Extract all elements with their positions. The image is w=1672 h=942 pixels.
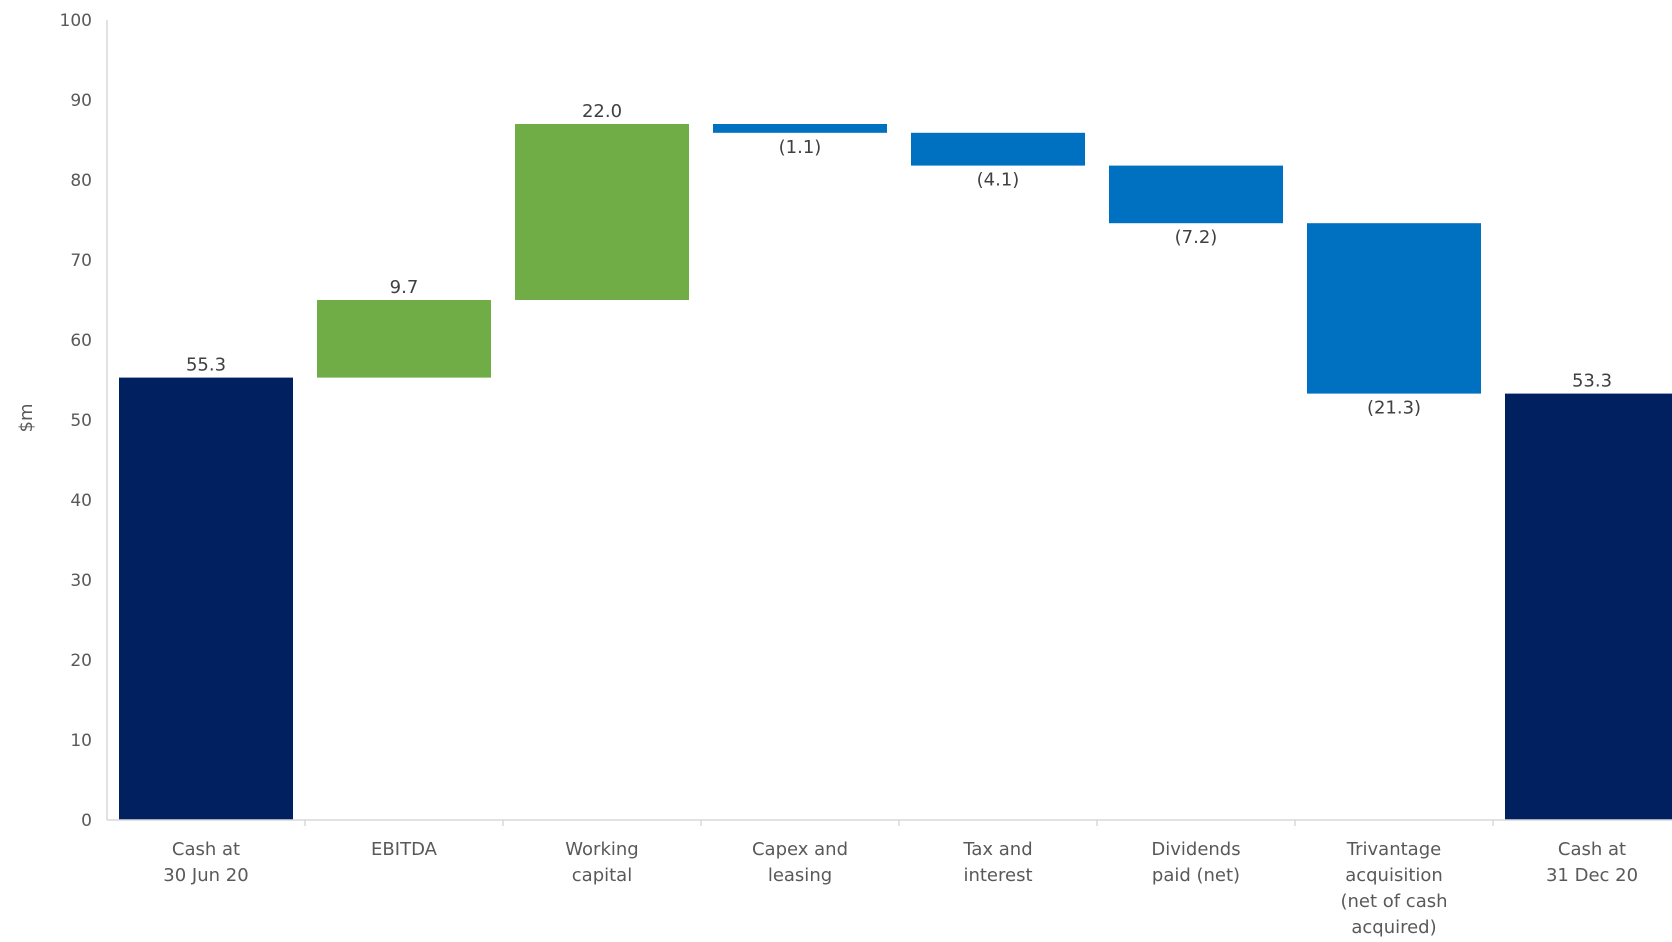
x-tick-label: leasing bbox=[768, 865, 832, 886]
x-tick-label: acquisition bbox=[1345, 865, 1443, 886]
data-label: 53.3 bbox=[1572, 371, 1612, 392]
x-tick-label: Tax and bbox=[962, 839, 1032, 860]
bar-total bbox=[1505, 393, 1672, 820]
bars bbox=[119, 124, 1672, 820]
x-tick-label: Cash at bbox=[172, 839, 240, 860]
bar-increase bbox=[317, 300, 491, 378]
x-tick-label: Working bbox=[565, 839, 638, 860]
x-tick-label: acquired) bbox=[1351, 917, 1436, 937]
x-tick-label: Trivantage bbox=[1346, 839, 1441, 860]
bar-decrease bbox=[1307, 223, 1481, 394]
y-tick-label: 70 bbox=[70, 251, 92, 271]
y-tick-label: 60 bbox=[70, 331, 92, 351]
y-tick-label: 90 bbox=[70, 91, 92, 111]
data-label: (4.1) bbox=[977, 170, 1020, 191]
data-label: (1.1) bbox=[779, 137, 822, 158]
y-tick-label: 80 bbox=[70, 171, 92, 191]
x-tick-label: Dividends bbox=[1151, 839, 1240, 860]
x-tick-label: EBITDA bbox=[371, 839, 438, 860]
data-label: 22.0 bbox=[582, 101, 622, 122]
bar-decrease bbox=[713, 124, 887, 133]
y-tick-label: 50 bbox=[70, 411, 92, 431]
data-label: 9.7 bbox=[390, 277, 419, 298]
y-tick-label: 20 bbox=[70, 651, 92, 671]
y-tick-label: 100 bbox=[60, 11, 92, 31]
x-tick-label: capital bbox=[572, 865, 632, 886]
y-tick-label: 30 bbox=[70, 571, 92, 591]
x-tick-label: interest bbox=[963, 865, 1032, 886]
y-tick-label: 40 bbox=[70, 491, 92, 511]
x-tick-label: Capex and bbox=[752, 839, 848, 860]
data-label: (21.3) bbox=[1367, 398, 1421, 419]
x-tick-label: 31 Dec 20 bbox=[1546, 865, 1638, 886]
data-label: (7.2) bbox=[1175, 227, 1218, 248]
y-tick-label: 0 bbox=[81, 811, 92, 831]
data-label: 55.3 bbox=[186, 355, 226, 376]
category-labels: Cash at 30 Jun 20 EBITDA Working capital Cape… bbox=[163, 839, 1638, 938]
bar-total bbox=[119, 377, 293, 820]
y-axis-title: $m bbox=[16, 404, 37, 433]
x-tick-label: 30 Jun 20 bbox=[163, 865, 248, 886]
x-tick-label: paid (net) bbox=[1152, 865, 1240, 886]
bar-increase bbox=[515, 124, 689, 300]
x-tick-label: Cash at bbox=[1558, 839, 1626, 860]
x-tick-label: (net of cash bbox=[1340, 891, 1447, 912]
bar-decrease bbox=[911, 132, 1085, 166]
bar-decrease bbox=[1109, 165, 1283, 224]
y-axis-ticks: 0 10 20 30 40 50 60 70 80 90 100 bbox=[60, 11, 92, 831]
axes bbox=[106, 20, 1672, 826]
data-labels: 55.3 9.7 22.0 (1.1) (4.1) (7.2) (21.3) 53.3 bbox=[186, 101, 1612, 419]
y-tick-label: 10 bbox=[70, 731, 92, 751]
